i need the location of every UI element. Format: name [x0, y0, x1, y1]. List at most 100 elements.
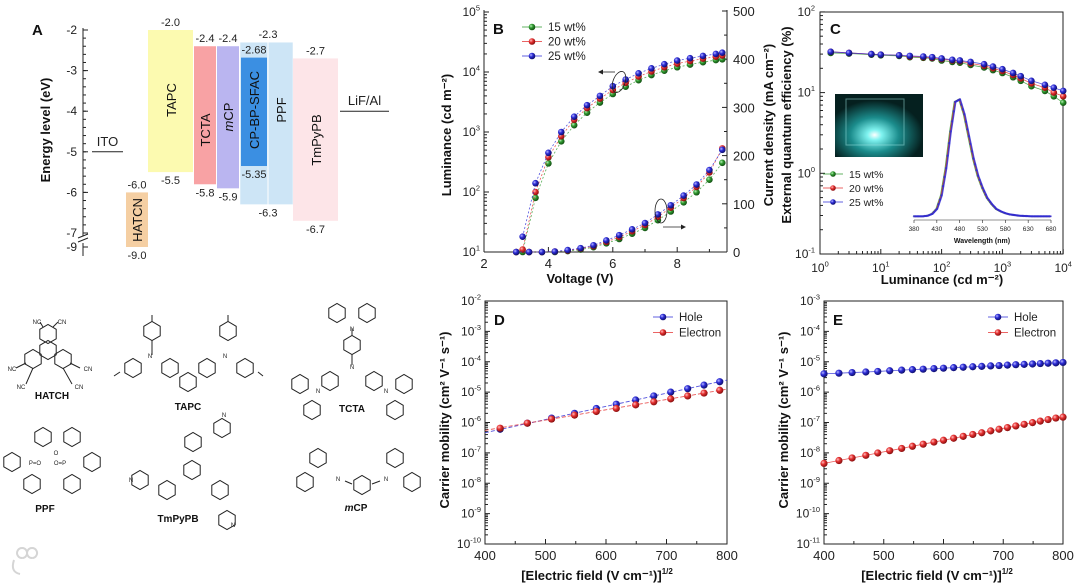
ring: [34, 426, 52, 448]
panel-e-electron-point: [950, 434, 958, 442]
spectrum-point: [978, 178, 981, 182]
panel-d-electron-point: [650, 398, 658, 406]
panel-e-hole-point: [1059, 358, 1067, 367]
panel-b-y2tick-label: 400: [733, 52, 755, 67]
bond: [25, 367, 34, 385]
panel-e-ytick-label: 10-5: [800, 353, 820, 368]
panel-b-ytick-label: 103: [463, 124, 481, 139]
atom-label: N: [350, 327, 354, 333]
ring: [386, 399, 404, 421]
current-density-point-blue: [706, 166, 713, 174]
layer-name: PPF: [274, 97, 289, 122]
ring: [161, 357, 179, 379]
luminance-point-blue: [648, 65, 655, 72]
panel-d-electron-point: [684, 392, 692, 400]
ring: [23, 473, 41, 495]
panel-e-ytick-label: 10-7: [800, 414, 820, 429]
panel-e-hole-point: [1012, 361, 1020, 369]
panel-e-hole-point: [908, 366, 917, 374]
bond: [257, 371, 264, 377]
panel-e-xtick-label: 600: [933, 548, 955, 563]
panel-e-hole-point: [939, 364, 948, 372]
panel-e-ytick-label: 10-8: [800, 444, 820, 459]
homo-label: -5.5: [161, 175, 180, 187]
panel-e-electron-point: [995, 425, 1003, 433]
atom-label: N: [148, 354, 152, 360]
legend-marker-blue: [528, 52, 536, 60]
ring: [158, 479, 176, 501]
device-photo: [835, 94, 923, 157]
panel-a-ytick-label: -7: [66, 226, 77, 240]
luminance-point-blue: [712, 50, 720, 58]
panel-b-xtick-label: 6: [609, 256, 616, 271]
panel-label-d: D: [494, 312, 505, 329]
inset-legend-label: 25 wt%: [849, 197, 883, 209]
panel-label-b: B: [493, 21, 504, 38]
panel-e-hole-point: [978, 362, 986, 370]
molecule-name-tcta: TCTA: [339, 404, 365, 415]
ring: [131, 469, 149, 491]
inset-xtick-label: 430: [931, 226, 942, 233]
luminance-point-red: [519, 246, 526, 253]
eqe-point-blue: [928, 53, 936, 61]
panel-d-xtick-label: 700: [656, 548, 678, 563]
panel-e-electron-point: [930, 438, 938, 446]
panel-b-ytick-label: 104: [463, 64, 481, 79]
panel-e-hole-point: [950, 364, 958, 372]
panel-e-hole-point: [820, 370, 828, 378]
panel-e-electron-point: [1052, 414, 1060, 422]
eqe-point-blue: [845, 49, 853, 57]
ring: [211, 479, 229, 501]
atom-label: N: [231, 523, 235, 529]
eqe-point-blue: [1041, 81, 1049, 89]
panel-d-electron-point: [523, 419, 531, 427]
atom-label: CN: [84, 367, 93, 373]
spectrum-point: [943, 175, 946, 179]
ring: [213, 417, 231, 439]
panel-e-hole-point: [1052, 359, 1060, 367]
panel-c-ylabel: External quantum efficiency (%): [779, 26, 794, 223]
panel-e-hole-point: [995, 361, 1003, 370]
spectrum-point: [934, 209, 937, 212]
current-density-point-blue: [680, 192, 687, 199]
current-density-point-blue: [654, 211, 662, 218]
atom-label: O: [54, 451, 59, 457]
luminance-point-blue: [699, 52, 707, 60]
luminance-point-blue: [545, 149, 552, 157]
ring: [291, 373, 309, 395]
luminance-line-red: [522, 55, 723, 250]
panel-e-hole-point: [1044, 359, 1052, 367]
spectrum-point: [931, 212, 934, 216]
device-photo-substrate: [845, 98, 905, 146]
energy-bar-hatcn: [126, 192, 148, 247]
panel-e-xlabel-text: [Electric field (V cm⁻¹)]: [861, 568, 1002, 583]
eqe-point-blue: [868, 50, 875, 58]
ring: [353, 474, 371, 496]
inset-legend-marker-green: [830, 171, 836, 177]
lumo-label: -2.7: [306, 45, 325, 57]
ring: [218, 509, 236, 531]
panel-e-electron-point: [1036, 417, 1044, 425]
luminance-point-blue: [609, 82, 617, 90]
spectrum-point: [964, 120, 967, 123]
energy-bar-tapc: [148, 30, 193, 173]
lumo-label: -6.0: [128, 179, 147, 191]
spectrum-point: [937, 203, 940, 206]
panel-d-legend-marker-hole: [659, 313, 667, 321]
inset-xtick-label: 680: [1046, 226, 1057, 233]
inset-xtick-label: 530: [977, 226, 988, 233]
panel-e-electron-point: [1059, 413, 1067, 421]
panel-e-ytick-label: 10-10: [796, 505, 820, 520]
panel-e-electron-point: [848, 454, 856, 462]
panel-e-electron-point: [1020, 420, 1028, 428]
panel-e-electron-point: [908, 442, 917, 450]
ring: [296, 471, 314, 493]
panel-d-ytick-label: 10-9: [461, 505, 481, 520]
luminance-point-blue: [673, 57, 681, 64]
panel-e-hole-point: [886, 367, 894, 375]
panel-e-electron-point: [939, 436, 948, 444]
legend-label: 15 wt%: [548, 22, 586, 34]
device-photo-image: [835, 94, 923, 157]
ring: [39, 339, 57, 361]
panel-b-y2tick-label: 200: [733, 149, 755, 164]
